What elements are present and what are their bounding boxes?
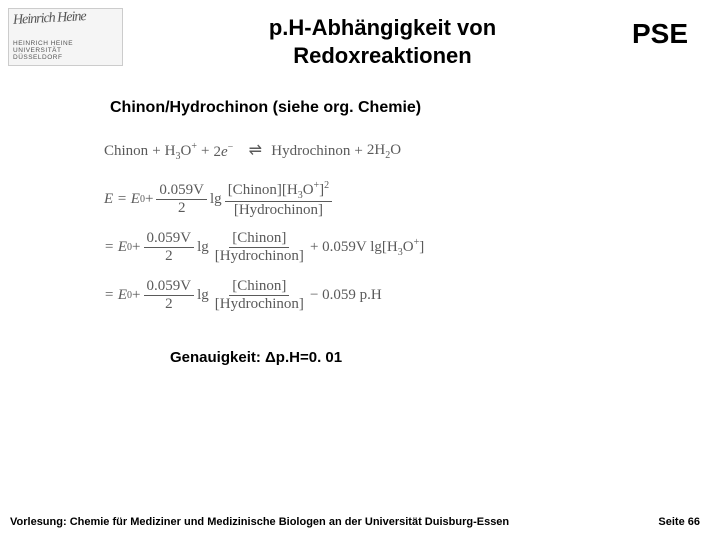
r-chinon: Chinon: [104, 143, 148, 160]
title-block: p.H-Abhängigkeit von Redoxreaktionen: [133, 8, 632, 69]
footer: Vorlesung: Chemie für Mediziner und Medi…: [0, 516, 720, 528]
logo-text: HEINRICH HEINE UNIVERSITÄT DÜSSELDORF: [13, 40, 73, 61]
r-h3o: H3O+: [165, 141, 197, 162]
logo-line3: DÜSSELDORF: [13, 54, 62, 61]
accuracy-note: Genauigkeit: Δp.H=0. 01: [170, 349, 720, 366]
footer-lecture: Vorlesung: Chemie für Mediziner und Medi…: [10, 516, 509, 528]
eq4-coef: 0.059V2: [144, 278, 195, 312]
footer-page: Seite 66: [658, 516, 700, 528]
nernst-split: = E0 + 0.059V2 lg [Chinon][Hydrochinon] …: [104, 227, 720, 267]
page-title: p.H-Abhängigkeit von Redoxreaktionen: [133, 14, 632, 69]
header: Heinrich Heine HEINRICH HEINE UNIVERSITÄ…: [0, 0, 720, 69]
r-plus2: +: [201, 143, 209, 160]
eq3-tail: + 0.059V lg[H3O+]: [310, 237, 424, 258]
eq2-lhs: E = E: [104, 191, 140, 208]
r-plus1: +: [152, 143, 160, 160]
r-water: 2H2O: [367, 142, 401, 161]
nernst-ph: = E0 + 0.059V2 lg [Chinon][Hydrochinon] …: [104, 275, 720, 315]
eq3-ratio: [Chinon][Hydrochinon]: [212, 230, 307, 264]
equilibrium-arrows-icon: ⇌: [237, 142, 267, 160]
r-electrons: 2e−: [213, 142, 233, 161]
eq4-ratio: [Chinon][Hydrochinon]: [212, 278, 307, 312]
equations-block: Chinon + H3O+ + 2e− ⇌ Hydrochinon + 2H2O…: [104, 137, 720, 315]
eq2-coef: 0.059V2: [156, 182, 207, 216]
pse-label: PSE: [632, 8, 700, 50]
subheading: Chinon/Hydrochinon (siehe org. Chemie): [110, 99, 720, 117]
r-hydrochinon: Hydrochinon: [271, 143, 350, 160]
title-line2: Redoxreaktionen: [293, 43, 472, 68]
logo-line1: HEINRICH HEINE: [13, 40, 73, 47]
logo-signature: Heinrich Heine: [13, 9, 86, 29]
nernst-full: E = E0 + 0.059V2 lg [Chinon][H3O+]2 [Hyd…: [104, 179, 720, 219]
eq3-coef: 0.059V2: [144, 230, 195, 264]
eq2-ratio: [Chinon][H3O+]2 [Hydrochinon]: [225, 180, 332, 219]
title-line1: p.H-Abhängigkeit von: [269, 15, 496, 40]
r-plus3: +: [354, 143, 362, 160]
eq4-tail: − 0.059 p.H: [310, 287, 382, 304]
reaction-equation: Chinon + H3O+ + 2e− ⇌ Hydrochinon + 2H2O: [104, 137, 720, 165]
eq4-lhs: = E: [104, 287, 127, 304]
logo-line2: UNIVERSITÄT: [13, 47, 61, 54]
university-logo: Heinrich Heine HEINRICH HEINE UNIVERSITÄ…: [8, 8, 123, 66]
eq3-lhs: = E: [104, 239, 127, 256]
